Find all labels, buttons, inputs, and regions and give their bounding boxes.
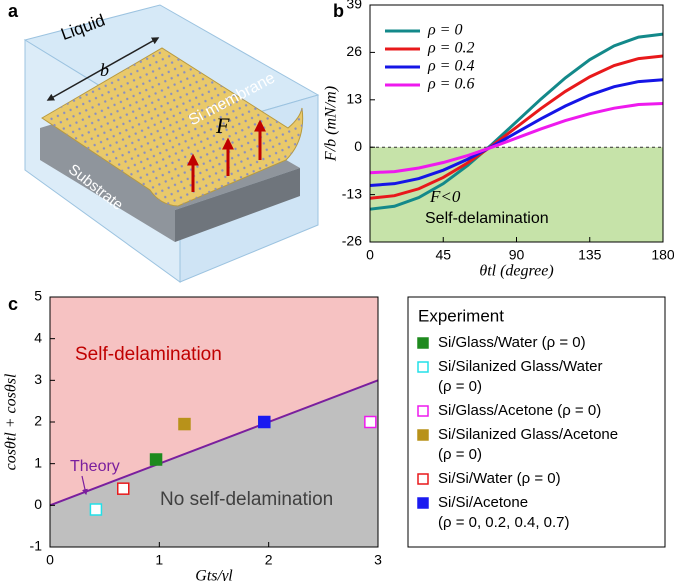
dimension-arrow [46,37,160,101]
legend-label-line: (ρ = 0) [438,378,482,395]
y-tick-label: 13 [346,91,362,107]
legend-label: ρ = 0.6 [427,76,474,93]
x-tick-label: 45 [435,247,451,263]
marker [178,417,191,431]
marker [258,415,271,429]
x-tick-label: 180 [651,247,674,263]
panel-label: a [8,1,19,21]
annotation: F<0 [429,187,461,206]
x-tick-label: 0 [366,247,374,263]
theory-label: Theory [70,458,120,475]
theory-line [49,379,379,507]
legend-swatch [417,337,429,349]
legend-swatch [417,473,429,485]
y-tick-label: 39 [346,0,362,12]
x-tick-label: 90 [509,247,525,263]
legend-label-line: Si/Si/Acetone [438,494,532,511]
line-series [369,78,664,187]
y-tick-label: 1 [34,454,42,470]
x-axis-title: Gts/γl [195,568,233,581]
legend-label: Si/Glass/Acetone (ρ = 0) [438,402,601,419]
legend-label: Si/Glass/Water (ρ = 0) [438,334,586,351]
y-tick-label: 3 [34,371,42,387]
marker [89,503,103,516]
dimension-label: b [100,60,109,80]
y-axis-title: F/b (mN/m) [323,86,340,162]
legend-label: Si/Si/Water (ρ = 0) [438,470,561,487]
theory-pointer [81,475,88,496]
line-series [369,101,664,175]
legend-label-line: (ρ = 0) [438,446,482,463]
panel-label: b [333,1,344,21]
legend-swatch [417,361,429,373]
legend-label: ρ = 0.4 [427,58,474,75]
region-above [50,297,378,506]
y-axis-title: cosθtl + cosθsl [3,373,20,470]
legend-swatch [417,405,429,417]
x-tick-label: 1 [155,552,163,568]
illustration: a Liquid b Si membrane F Substrate [8,1,320,283]
y-tick-label: -13 [342,185,362,201]
legend-label: Si/Silanized Glass/Acetone (ρ = 0) [438,426,622,463]
y-tick-label: 5 [34,288,42,304]
legend-label: Si/Silanized Glass/Water (ρ = 0) [438,358,607,395]
legend-label: ρ = 0 [427,22,462,39]
legend-swatch [417,429,429,441]
substrate-side [175,168,300,242]
y-tick-label: -1 [30,538,43,554]
legend-label: Si/Si/Acetone (ρ = 0, 0.2, 0.4, 0.7) [438,494,570,531]
shaded-region [370,147,663,242]
panel-label: c [8,294,18,314]
y-tick-label: 0 [34,496,42,512]
line-series [369,32,664,211]
legend-title: Experiment [418,306,504,325]
x-tick-label: 135 [578,247,602,263]
annotation: No self-delamination [160,489,333,510]
region-below [50,380,378,547]
legend-label-line: Si/Silanized Glass/Acetone [438,426,622,443]
force-label: F [215,113,230,138]
marker [149,453,163,466]
x-tick-label: 2 [265,552,273,568]
x-tick-label: 0 [46,552,54,568]
y-tick-label: 4 [34,329,42,345]
y-tick-label: -26 [342,233,362,249]
marker [364,415,377,429]
legend-label: ρ = 0.2 [427,40,474,57]
legend-label-line: Si/Silanized Glass/Water [438,358,607,375]
y-tick-label: 2 [34,413,42,429]
legend-label-line: (ρ = 0, 0.2, 0.4, 0.7) [438,514,570,531]
legend-frame [407,296,666,548]
annotation: Self-delamination [75,344,222,365]
marker [117,482,130,495]
x-axis-title: θtl (degree) [479,263,553,280]
line-series [369,54,664,200]
y-tick-label: 0 [354,138,362,154]
legend-swatch [417,497,429,509]
annotation: Self-delamination [425,210,549,227]
x-tick-label: 3 [374,552,382,568]
y-tick-label: 26 [346,43,362,59]
